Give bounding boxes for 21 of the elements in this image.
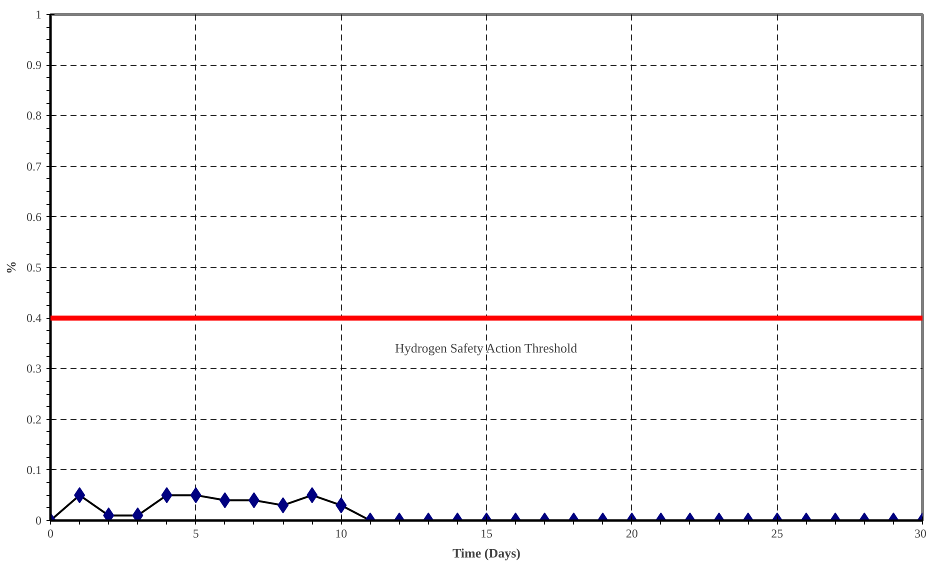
x-tick-label: 30 <box>914 526 926 540</box>
y-tick-label: 0 <box>36 514 42 528</box>
y-tick-label: 0.6 <box>26 210 42 224</box>
y-tick-label: 1 <box>36 8 42 22</box>
x-tick-label: 0 <box>48 526 54 540</box>
x-tick-label: 15 <box>480 526 492 540</box>
x-tick-label: 25 <box>771 526 784 540</box>
y-tick-label: 0.5 <box>26 260 42 274</box>
y-axis-title: % <box>4 261 18 274</box>
y-tick-label: 0.9 <box>26 58 42 72</box>
y-tick-label: 0.2 <box>26 412 42 426</box>
x-axis-title: Time (Days) <box>452 546 521 560</box>
ref-line-label: Hydrogen Safety Action Threshold <box>394 340 578 356</box>
y-tick-label: 0.1 <box>26 462 42 477</box>
x-tick-label: 10 <box>335 526 348 540</box>
y-tick-label: 0.4 <box>26 311 42 326</box>
x-tick-label: 5 <box>192 526 199 540</box>
y-tick-label: 0.3 <box>26 362 42 376</box>
x-tick-label: 20 <box>626 526 638 540</box>
y-tick-label: 0.8 <box>26 108 42 123</box>
y-tick-label: 0.7 <box>26 159 42 174</box>
